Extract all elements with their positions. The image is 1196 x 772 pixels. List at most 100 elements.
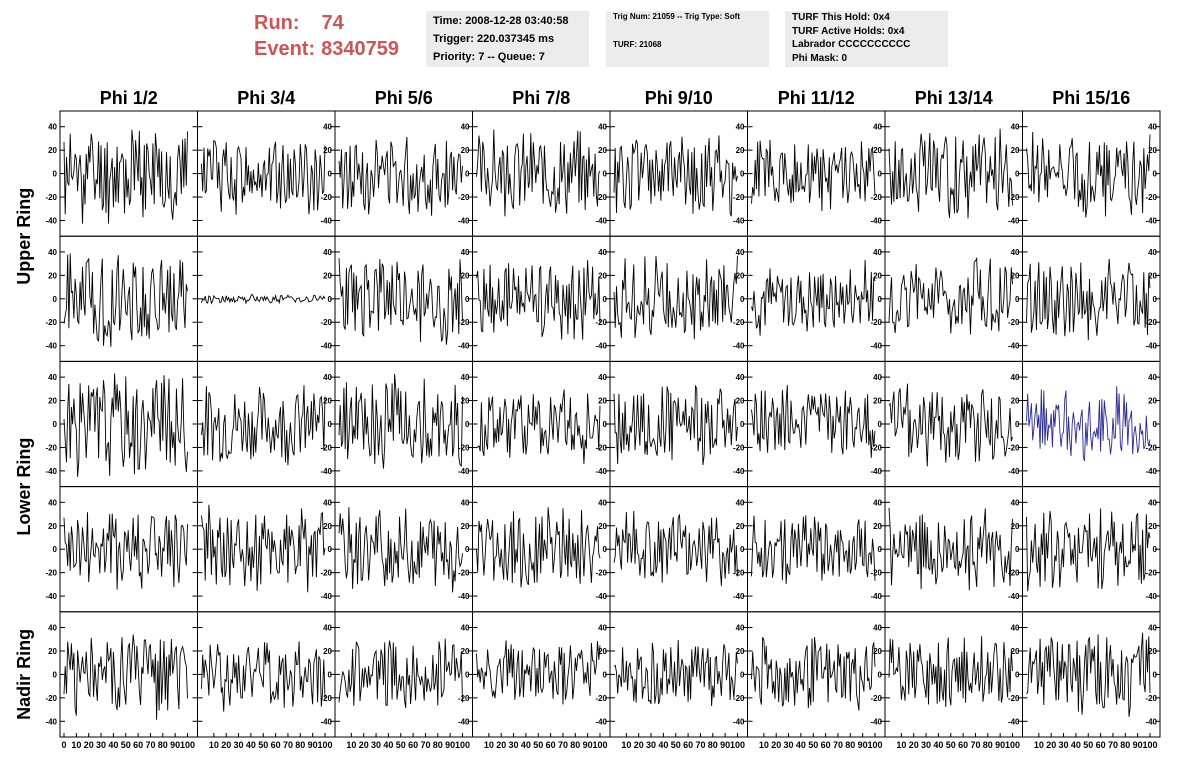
y-tick-label: -40 xyxy=(458,592,470,601)
x-tick-label: 50 xyxy=(396,740,406,750)
x-tick-label: 50 xyxy=(121,740,131,750)
waveform-panel xyxy=(197,486,336,613)
x-tick-label: 90 xyxy=(995,740,1005,750)
column-header: Phi 13/14 xyxy=(915,88,993,108)
y-tick-label: 20 xyxy=(1148,522,1157,531)
y-tick-label: 20 xyxy=(323,146,332,155)
y-tick-label: -40 xyxy=(458,717,470,726)
y-tick-label: 40 xyxy=(736,373,745,382)
y-tick-label: 20 xyxy=(1148,397,1157,406)
x-tick-label: 0 xyxy=(61,740,66,750)
y-tick-label: -20 xyxy=(1008,569,1020,578)
waveform-trace xyxy=(338,507,463,593)
y-tick-label: -40 xyxy=(1145,467,1157,476)
waveform-trace xyxy=(338,373,463,469)
x-tick-label: 70 xyxy=(970,740,980,750)
y-tick-label: 40 xyxy=(1148,498,1157,507)
y-tick-label: 0 xyxy=(603,295,608,304)
waveform-trace xyxy=(201,139,326,215)
y-tick-label: 20 xyxy=(736,397,745,406)
y-tick-label: 40 xyxy=(48,373,57,382)
y-tick-label: 0 xyxy=(1153,420,1158,429)
waveform-trace xyxy=(63,253,188,347)
x-tick-label: 90 xyxy=(1133,740,1143,750)
y-tick-label: 40 xyxy=(873,498,882,507)
y-tick-label: -40 xyxy=(458,216,470,225)
waveform-trace xyxy=(476,389,601,464)
y-tick-label: 0 xyxy=(53,420,58,429)
x-tick-label: 20 xyxy=(84,740,94,750)
y-tick-label: 0 xyxy=(53,295,58,304)
waveform-trace xyxy=(613,255,738,340)
y-tick-label: -20 xyxy=(595,569,607,578)
waveform-panel xyxy=(884,360,1023,488)
y-tick-label: -20 xyxy=(733,318,745,327)
y-tick-label: -40 xyxy=(320,342,332,351)
run-line: Run: 74 xyxy=(254,12,344,35)
column-header: Phi 1/2 xyxy=(100,88,158,108)
x-tick-label: 50 xyxy=(808,740,818,750)
y-tick-label: 0 xyxy=(603,545,608,554)
y-tick-label: 40 xyxy=(323,373,332,382)
y-tick-label: -40 xyxy=(320,467,332,476)
waveform-trace xyxy=(63,129,188,224)
x-tick-label: 20 xyxy=(634,740,644,750)
y-tick-label: -20 xyxy=(595,694,607,703)
y-tick-label: 40 xyxy=(598,498,607,507)
y-tick-label: 0 xyxy=(53,545,58,554)
x-tick-label: 40 xyxy=(796,740,806,750)
waveform-trace xyxy=(201,385,326,466)
x-tick-label: 30 xyxy=(646,740,656,750)
y-tick-label: 20 xyxy=(48,397,57,406)
y-tick-label: 20 xyxy=(461,271,470,280)
x-tick-label: 10 xyxy=(759,740,769,750)
x-tick-label: 80 xyxy=(295,740,305,750)
trigger-text: Trigger: 220.037345 ms xyxy=(433,33,555,45)
y-tick-label: -40 xyxy=(458,467,470,476)
waveform-trace xyxy=(751,139,876,212)
x-tick-label: 30 xyxy=(784,740,794,750)
waveform-trace xyxy=(63,512,188,590)
y-tick-label: 0 xyxy=(740,295,745,304)
y-tick-label: -20 xyxy=(458,694,470,703)
x-tick-label: 80 xyxy=(983,740,993,750)
waveform-panel xyxy=(472,611,611,738)
trig-num-text: Trig Num: 21059 -- Trig Type: Soft xyxy=(613,12,740,21)
y-tick-label: 20 xyxy=(1011,271,1020,280)
waveform-panel xyxy=(334,611,473,738)
waveform-trace xyxy=(476,260,601,340)
x-tick-label: 30 xyxy=(1059,740,1069,750)
run-event-box: Run: 74 Event: 8340759 xyxy=(250,8,420,64)
y-tick-label: 20 xyxy=(873,397,882,406)
x-tick-label: 70 xyxy=(695,740,705,750)
y-tick-label: 0 xyxy=(465,670,470,679)
y-tick-label: -40 xyxy=(733,342,745,351)
y-tick-label: -20 xyxy=(733,443,745,452)
x-tick-label: 10 xyxy=(621,740,631,750)
y-tick-label: -40 xyxy=(45,592,57,601)
y-tick-label: -40 xyxy=(870,216,882,225)
y-tick-label: -40 xyxy=(595,717,607,726)
y-tick-label: 0 xyxy=(1015,295,1020,304)
turf-active-text: TURF Active Holds: 0x4 xyxy=(792,25,905,37)
event-value: 8340759 xyxy=(321,38,399,60)
y-tick-label: 0 xyxy=(878,295,883,304)
y-tick-label: 20 xyxy=(461,146,470,155)
y-tick-label: 0 xyxy=(1153,545,1158,554)
y-tick-label: 40 xyxy=(873,373,882,382)
turf-info-box: TURF This Hold: 0x4 TURF Active Holds: 0… xyxy=(785,11,948,67)
waveform-trace xyxy=(1026,508,1151,592)
y-tick-label: -40 xyxy=(1008,342,1020,351)
y-tick-label: 20 xyxy=(323,397,332,406)
y-tick-label: 40 xyxy=(461,373,470,382)
x-tick-label: 10 xyxy=(484,740,494,750)
y-tick-label: -40 xyxy=(1145,216,1157,225)
y-tick-label: -20 xyxy=(1008,443,1020,452)
y-tick-label: -40 xyxy=(595,467,607,476)
x-tick-label: 100 xyxy=(317,740,332,750)
y-tick-label: 20 xyxy=(736,522,745,531)
y-tick-label: 0 xyxy=(603,170,608,179)
y-tick-label: -40 xyxy=(595,592,607,601)
y-tick-label: -40 xyxy=(458,342,470,351)
y-tick-label: -40 xyxy=(1145,717,1157,726)
